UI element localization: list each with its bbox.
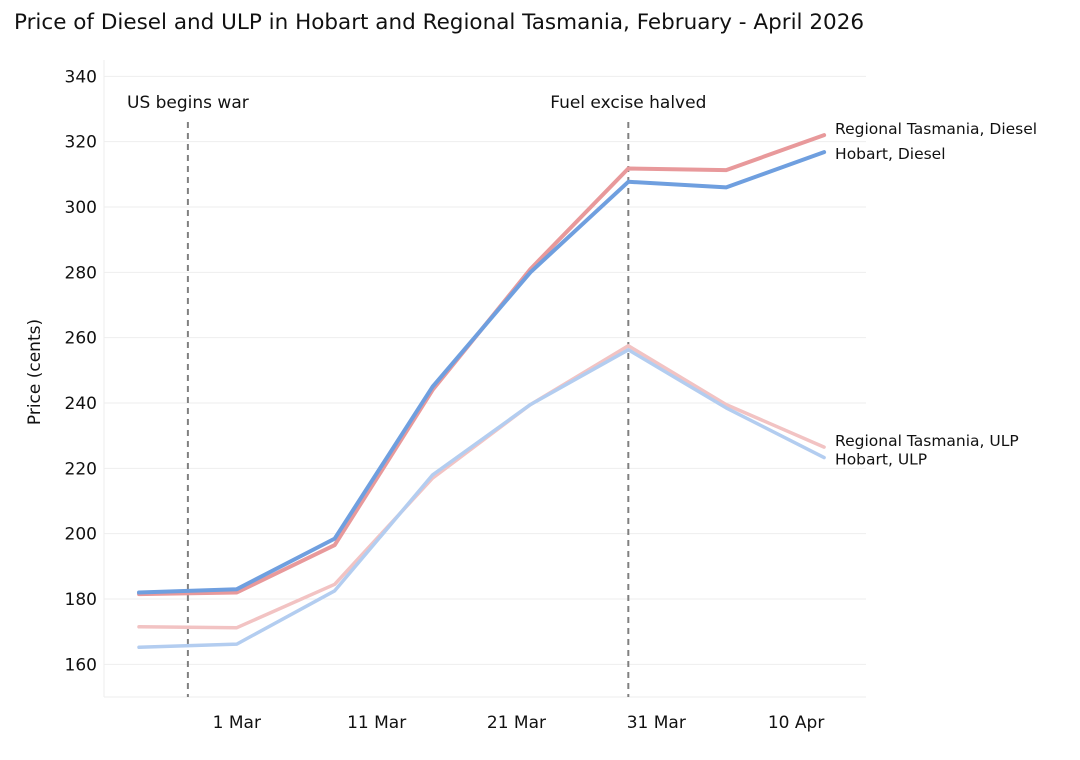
y-tick-label-300: 300 xyxy=(65,198,97,218)
x-tick-label-4: 10 Apr xyxy=(768,713,824,733)
annotation-label-0: US begins war xyxy=(127,93,249,113)
x-tick-label-3: 31 Mar xyxy=(627,713,686,733)
series-lines xyxy=(137,133,827,650)
chart-title: Price of Diesel and ULP in Hobart and Re… xyxy=(14,10,865,35)
annotation-label-1: Fuel excise halved xyxy=(550,93,706,113)
annotations: US begins war Fuel excise halved xyxy=(127,93,706,697)
y-tick-label-260: 260 xyxy=(65,329,97,349)
series-label-1: Hobart, Diesel xyxy=(835,145,945,163)
series-line-0 xyxy=(137,133,827,597)
series-line-1 xyxy=(137,150,827,595)
series-label-2: Regional Tasmania, ULP xyxy=(835,432,1019,450)
x-tick-label-2: 21 Mar xyxy=(487,713,546,733)
axes: 160 180 200 220 240 260 280 300 320 340 1 Mar 11 Ma… xyxy=(65,60,866,733)
y-tick-label-180: 180 xyxy=(65,590,97,610)
y-tick-label-320: 320 xyxy=(65,133,97,153)
y-tick-label-280: 280 xyxy=(65,263,97,283)
y-tick-label-240: 240 xyxy=(65,394,97,414)
x-tick-label-0: 1 Mar xyxy=(213,713,261,733)
y-tick-label-340: 340 xyxy=(65,67,97,87)
series-label-0: Regional Tasmania, Diesel xyxy=(835,120,1037,138)
y-axis-title: Price (cents) xyxy=(25,319,45,425)
y-tick-label-160: 160 xyxy=(65,655,97,675)
series-labels: Regional Tasmania, Diesel Hobart, Diesel R… xyxy=(835,120,1037,468)
y-tick-label-200: 200 xyxy=(65,525,97,545)
y-tick-label-220: 220 xyxy=(65,459,97,479)
series-label-3: Hobart, ULP xyxy=(835,451,927,469)
gridlines xyxy=(104,75,866,665)
series-line-3 xyxy=(137,348,826,650)
x-tick-label-1: 11 Mar xyxy=(347,713,406,733)
